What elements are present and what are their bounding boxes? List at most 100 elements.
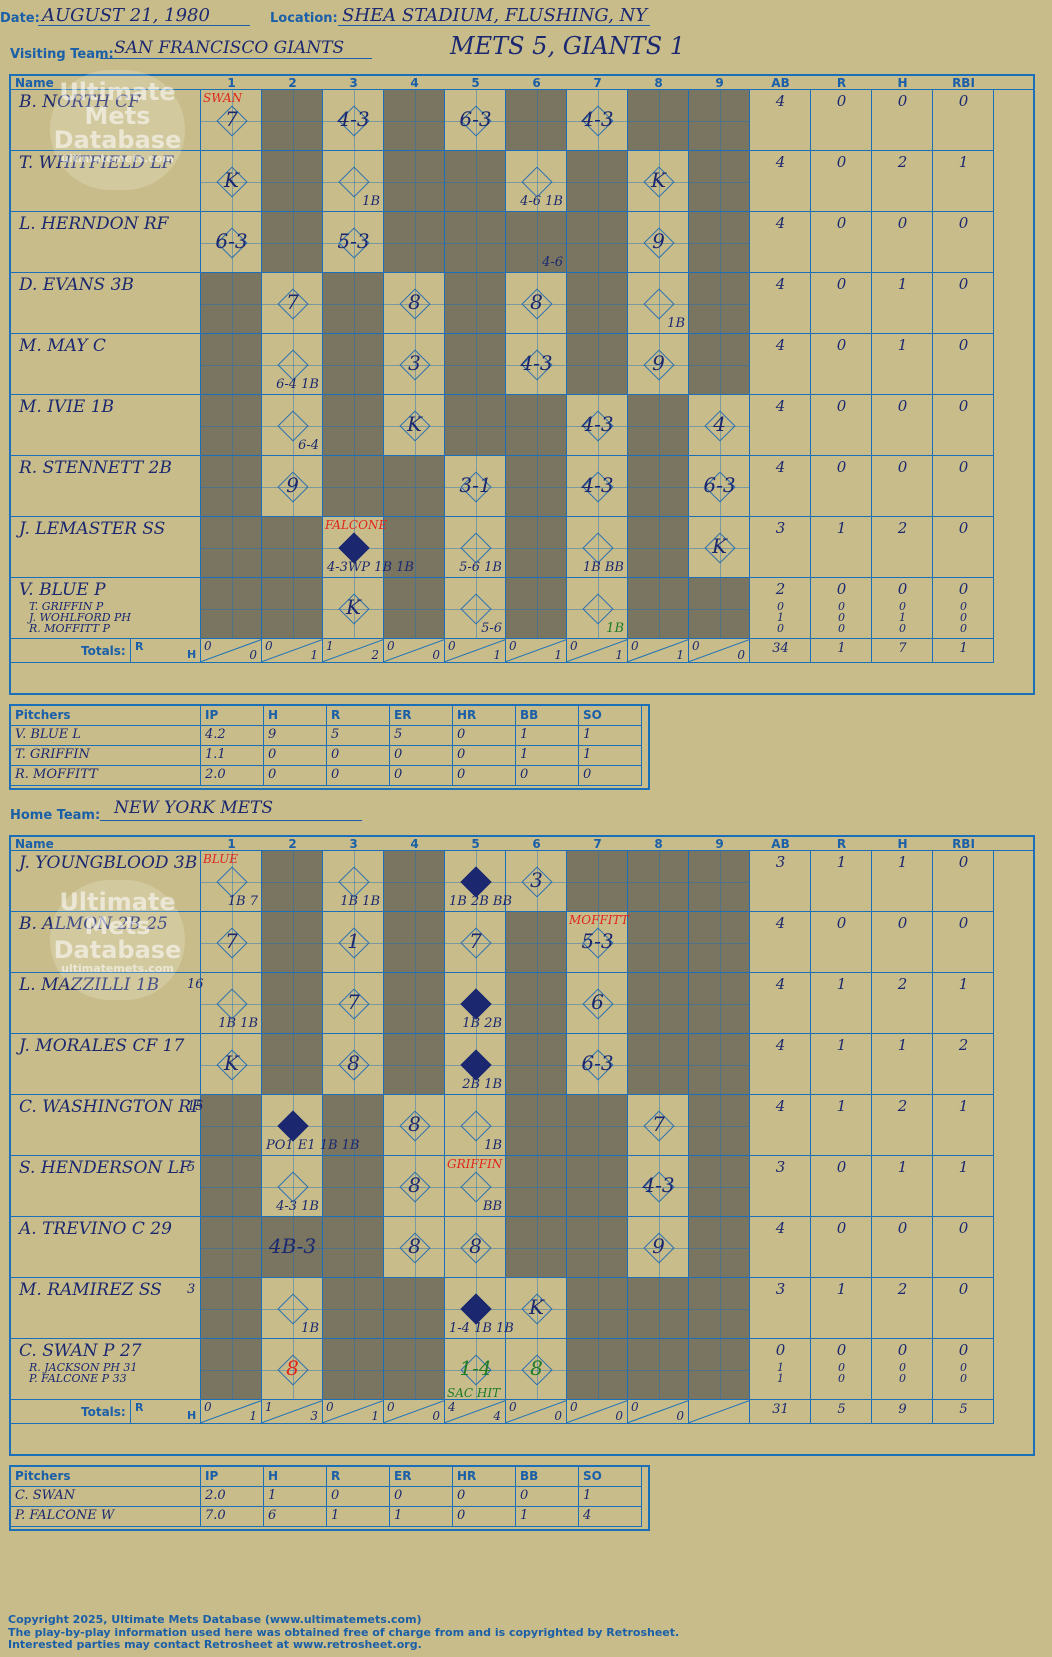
home-inning-cell — [201, 973, 262, 1034]
home-sub-stat: 0 — [960, 1361, 967, 1374]
home-inning-cell — [323, 973, 384, 1034]
grid-line — [262, 181, 322, 183]
grid-line — [201, 120, 261, 122]
home-inning-cell — [201, 1034, 262, 1095]
visitors-pitcher-name: R. MOFFITT — [11, 766, 201, 786]
visitors-inning-cell — [262, 334, 323, 395]
grid-line — [292, 1156, 294, 1216]
grid-line — [414, 395, 416, 455]
home-pitch-stat: 0 — [516, 1487, 579, 1507]
visitors-stat-h: 0 — [897, 458, 908, 476]
visitors-play-mark: K — [651, 167, 666, 192]
grid-line — [597, 90, 599, 150]
grid-line — [353, 90, 355, 150]
visitors-batter-name: R. STENNETT 2B — [19, 458, 172, 478]
visitors-inning-cell — [262, 273, 323, 334]
visitors-inning-cell — [384, 90, 445, 151]
visitors-header-inning-8: 8 — [654, 76, 663, 90]
grid-line — [231, 273, 233, 333]
visitors-inning-cell — [384, 212, 445, 273]
home-play-mark: 5-3 — [581, 928, 614, 953]
visitors-inning-cell — [506, 273, 567, 334]
visitors-inning-cell — [567, 151, 628, 212]
visitors-play-mark: 6-3 — [703, 472, 736, 497]
grid-line — [597, 851, 599, 911]
visitors-pitch-stat: 0 — [453, 766, 516, 786]
visitors-header-rule — [11, 89, 1033, 90]
location-label: Location: — [270, 11, 338, 26]
visitors-stat-cell — [750, 578, 811, 639]
home-inning-cell — [506, 973, 567, 1034]
visitors-stat-cell — [933, 273, 994, 334]
grid-line — [353, 1034, 355, 1094]
visitors-inning-cell — [201, 90, 262, 151]
grid-line — [323, 1308, 383, 1310]
visitors-sub-stat: 0 — [899, 622, 906, 635]
home-inning-cell — [384, 1095, 445, 1156]
grid-line — [353, 212, 355, 272]
grid-line — [597, 395, 599, 455]
home-play-mark: 8 — [408, 1111, 421, 1136]
visitors-pitch-stat: 0 — [327, 766, 390, 786]
grid-line — [414, 151, 416, 211]
home-stat-rbi: 0 — [958, 1280, 969, 1298]
home-pitch-stat: 0 — [327, 1487, 390, 1507]
home-inning-cell — [323, 1156, 384, 1217]
home-inning-cell — [323, 912, 384, 973]
visitors-pitch-stat: 0 — [516, 766, 579, 786]
grid-line — [475, 395, 477, 455]
grid-line — [689, 1003, 749, 1005]
visitors-rh-key-h: H — [187, 648, 197, 661]
grid-line — [719, 517, 721, 577]
grid-line — [475, 273, 477, 333]
grid-line — [323, 242, 383, 244]
grid-line — [506, 1064, 566, 1066]
grid-line — [628, 608, 688, 610]
grid-line — [536, 1278, 538, 1338]
home-play-mark: 7 — [652, 1111, 665, 1136]
home-pitch-header: ER — [390, 1467, 453, 1487]
visitors-play-mark: 6-3 — [215, 228, 248, 253]
visitors-name-cell — [11, 212, 201, 273]
visitors-play-mark: K — [224, 167, 239, 192]
visitors-inning-cell — [567, 212, 628, 273]
home-stat-cell — [872, 1278, 933, 1339]
visitors-scorecard: Name 1 2 3 4 5 6 7 8 9 AB R H RBI B. NORTH CF 4 0 0 0 T. WH… — [9, 74, 1035, 695]
grid-line — [353, 1278, 355, 1338]
home-name-cell — [11, 912, 201, 973]
visitors-sub-stat: 0 — [899, 600, 906, 613]
grid-line — [719, 1034, 721, 1094]
grid-line — [262, 486, 322, 488]
visitors-pitch-header: SO — [579, 706, 642, 726]
home-jersey-number: 3 — [187, 1282, 196, 1297]
base-diamond — [459, 531, 492, 564]
visitors-stat-r: 0 — [836, 397, 847, 415]
visitors-stat-cell — [750, 212, 811, 273]
visitors-header-h: H — [897, 76, 908, 90]
grid-line — [597, 1095, 599, 1155]
home-stat-h: 1 — [897, 853, 908, 871]
home-stat-rbi: 2 — [958, 1036, 969, 1054]
base-diamond — [581, 531, 614, 564]
visitors-play-mark: 4 — [713, 411, 726, 436]
base-diamond — [459, 592, 492, 625]
visitors-inning-cell — [506, 578, 567, 639]
home-stat-cell — [811, 851, 872, 912]
visitors-stat-cell — [750, 151, 811, 212]
home-name-cell — [11, 1278, 201, 1339]
home-inning-hits: 0 — [432, 1409, 440, 1423]
date-label: Date: — [0, 11, 40, 26]
visitors-play-mark: 5-3 — [337, 228, 370, 253]
grid-line — [445, 1186, 505, 1188]
visitors-pitch-stat: 0 — [579, 766, 642, 786]
home-inning-runs: 0 — [631, 1400, 639, 1414]
base-diamond — [642, 287, 675, 320]
grid-line — [231, 395, 233, 455]
grid-line — [597, 212, 599, 272]
grid-line — [658, 1156, 660, 1216]
grid-line — [689, 486, 749, 488]
home-inning-cell — [567, 851, 628, 912]
home-stat-cell — [933, 1217, 994, 1278]
